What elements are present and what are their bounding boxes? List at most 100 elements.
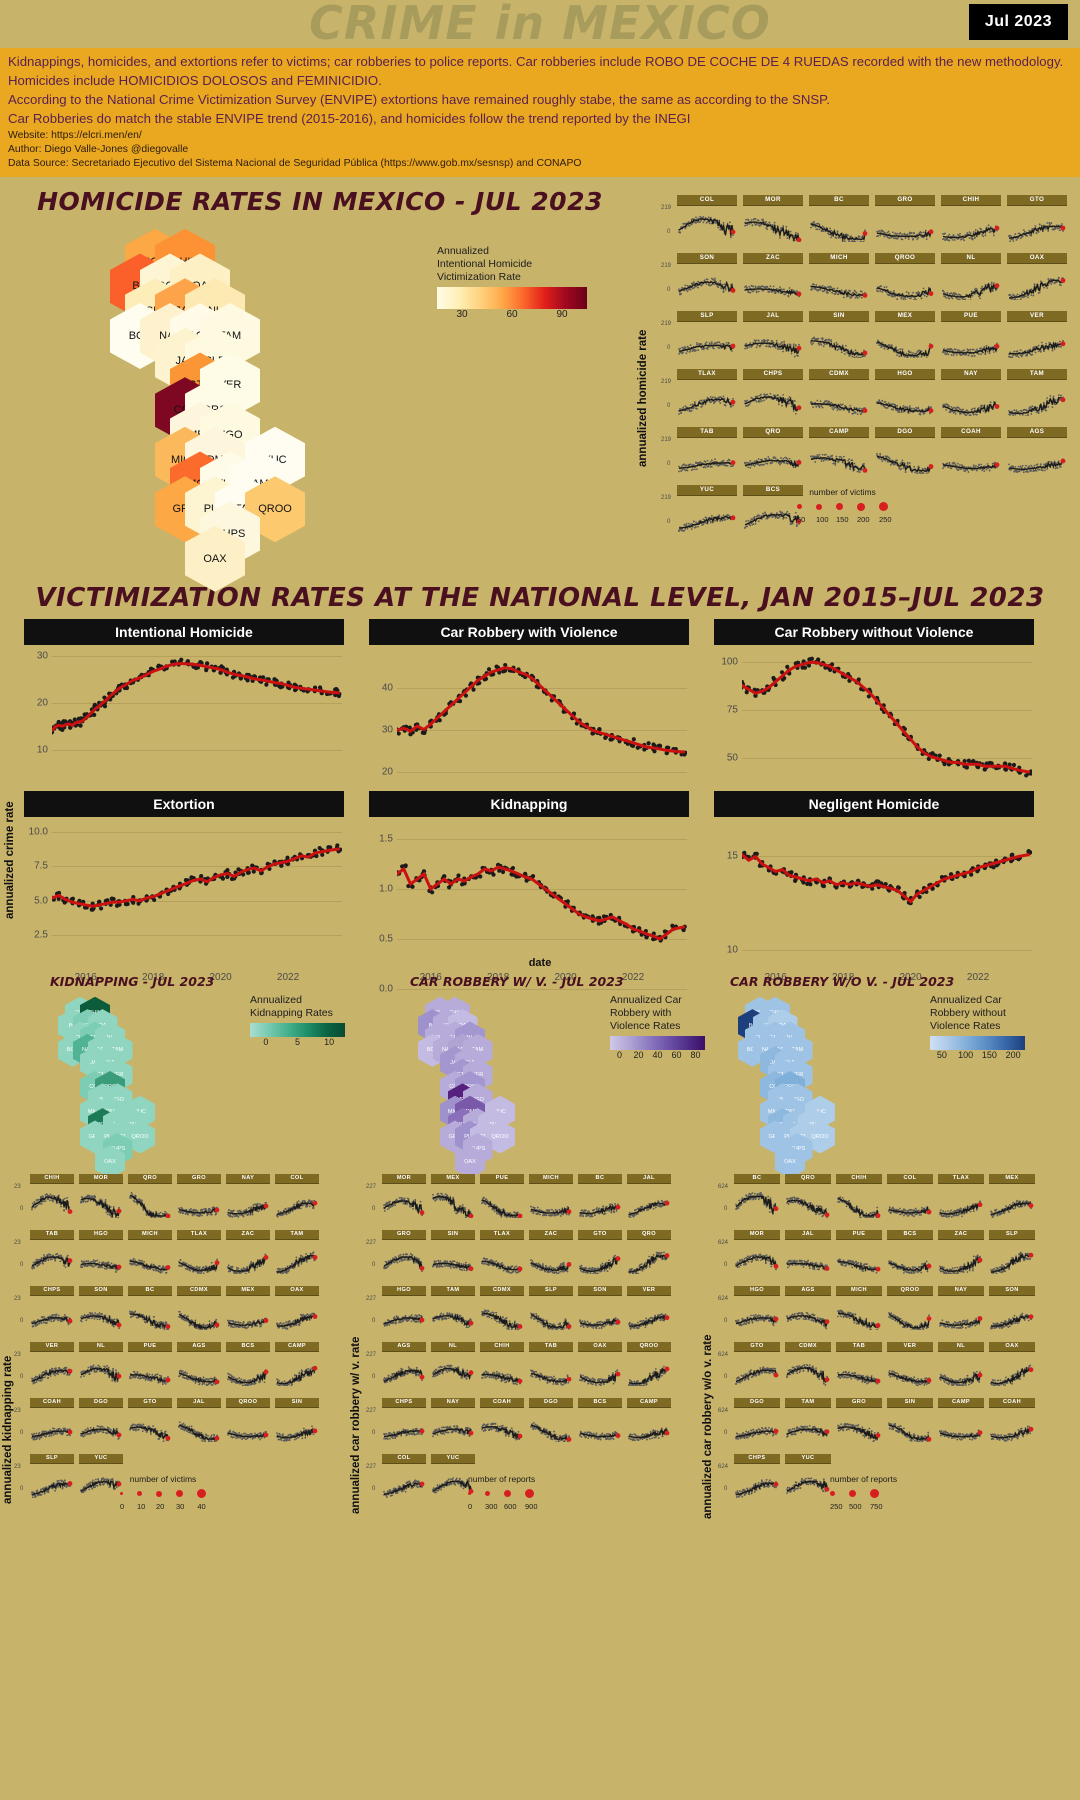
sm-panel-qroo[interactable]: QROO [875, 252, 935, 300]
sm-panel-col[interactable]: COL [887, 1173, 933, 1218]
sm-panel-col[interactable]: COL 219 0 [661, 194, 737, 242]
sm-panel-mex[interactable]: MEX [989, 1173, 1035, 1218]
sm-panel-jal[interactable]: JAL [627, 1173, 671, 1218]
sm-panel-chps[interactable]: CHPS 227 0 [366, 1397, 426, 1442]
sm-panel-camp[interactable]: CAMP [627, 1397, 671, 1442]
sm-panel-camp[interactable]: CAMP [938, 1397, 984, 1442]
sm-panel-pue[interactable]: PUE [836, 1229, 882, 1274]
sm-panel-bcs[interactable]: BCS [887, 1229, 933, 1274]
sm-panel-yuc[interactable]: YUC 219 0 [661, 484, 737, 532]
sm-panel-yuc[interactable]: YUC [79, 1453, 123, 1498]
sm-panel-qroo[interactable]: QROO [627, 1341, 671, 1386]
sm-panel-dgo[interactable]: DGO 624 0 [718, 1397, 780, 1442]
sm-panel-yuc[interactable]: YUC [431, 1453, 475, 1498]
sm-panel-jal[interactable]: JAL [743, 310, 803, 358]
sm-panel-cdmx[interactable]: CDMX [809, 368, 869, 416]
sm-panel-slp[interactable]: SLP [529, 1285, 573, 1330]
sm-panel-tlax[interactable]: TLAX [480, 1229, 524, 1274]
sm-panel-bcs[interactable]: BCS [743, 484, 803, 532]
sm-panel-qro[interactable]: QRO [743, 426, 803, 474]
sm-panel-dgo[interactable]: DGO [529, 1397, 573, 1442]
sm-panel-ags[interactable]: AGS [177, 1341, 221, 1386]
sm-panel-qro[interactable]: QRO [627, 1229, 671, 1274]
hex-oax[interactable]: OAX [455, 1145, 485, 1179]
sm-panel-cdmx[interactable]: CDMX [785, 1341, 831, 1386]
carrobnov-hexmap[interactable]: SONCHIHBCDGOCOAHSINZACNLBCSNAYAGSTAMJALS… [730, 996, 950, 1179]
hex-oax[interactable]: OAX [185, 525, 245, 592]
sm-panel-ags[interactable]: AGS [785, 1285, 831, 1330]
sm-panel-slp[interactable]: SLP [989, 1229, 1035, 1274]
sm-panel-qroo[interactable]: QROO [226, 1397, 270, 1442]
sm-panel-chps[interactable]: CHPS [743, 368, 803, 416]
sm-panel-gro[interactable]: GRO [836, 1397, 882, 1442]
sm-panel-nl[interactable]: NL [431, 1341, 475, 1386]
sm-panel-bc[interactable]: BC [809, 194, 869, 242]
sm-panel-sin[interactable]: SIN [887, 1397, 933, 1442]
sm-panel-gto[interactable]: GTO [578, 1229, 622, 1274]
sm-panel-chps[interactable]: CHPS 624 0 [718, 1453, 780, 1498]
sm-panel-tab[interactable]: TAB [836, 1341, 882, 1386]
hex-oax[interactable]: OAX [95, 1145, 125, 1179]
sm-panel-camp[interactable]: CAMP [275, 1341, 319, 1386]
sm-panel-gro[interactable]: GRO [177, 1173, 221, 1218]
sm-panel-camp[interactable]: CAMP [809, 426, 869, 474]
sm-panel-tab[interactable]: TAB [529, 1341, 573, 1386]
sm-panel-coah[interactable]: COAH [941, 426, 1001, 474]
sm-panel-gto[interactable]: GTO [1007, 194, 1067, 242]
sm-panel-nay[interactable]: NAY [938, 1285, 984, 1330]
sm-panel-ver[interactable]: VER 23 0 [14, 1341, 74, 1386]
sm-panel-coah[interactable]: COAH [989, 1397, 1035, 1442]
sm-panel-tlax[interactable]: TLAX 219 0 [661, 368, 737, 416]
sm-panel-tlax[interactable]: TLAX [938, 1173, 984, 1218]
sm-panel-oax[interactable]: OAX [1007, 252, 1067, 300]
sm-panel-coah[interactable]: COAH [480, 1397, 524, 1442]
sm-panel-mich[interactable]: MICH [128, 1229, 172, 1274]
sm-panel-hgo[interactable]: HGO 624 0 [718, 1285, 780, 1330]
sm-panel-chih[interactable]: CHIH [480, 1341, 524, 1386]
sm-panel-tab[interactable]: TAB 23 0 [14, 1229, 74, 1274]
sm-panel-slp[interactable]: SLP 23 0 [14, 1453, 74, 1498]
sm-panel-tab[interactable]: TAB 219 0 [661, 426, 737, 474]
sm-panel-nay[interactable]: NAY [431, 1397, 475, 1442]
sm-panel-mich[interactable]: MICH [529, 1173, 573, 1218]
sm-panel-sin[interactable]: SIN [809, 310, 869, 358]
sm-panel-oax[interactable]: OAX [989, 1341, 1035, 1386]
sm-panel-tam[interactable]: TAM [785, 1397, 831, 1442]
sm-panel-gto[interactable]: GTO [128, 1397, 172, 1442]
homicide-hexmap[interactable]: SONCHIHBCDGOCOAHSINZACNLBCSNAYAGSTAMJALS… [95, 228, 565, 592]
sm-panel-cdmx[interactable]: CDMX [177, 1285, 221, 1330]
sm-panel-gro[interactable]: GRO 227 0 [366, 1229, 426, 1274]
sm-panel-oax[interactable]: OAX [275, 1285, 319, 1330]
sm-panel-jal[interactable]: JAL [177, 1397, 221, 1442]
sm-panel-pue[interactable]: PUE [941, 310, 1001, 358]
sm-panel-pue[interactable]: PUE [128, 1341, 172, 1386]
kidnapping-hexmap[interactable]: SONCHIHBCDGOCOAHSINZACNLBCSNAYAGSTAMJALS… [50, 996, 270, 1179]
sm-panel-yuc[interactable]: YUC [785, 1453, 831, 1498]
sm-panel-mex[interactable]: MEX [875, 310, 935, 358]
sm-panel-hgo[interactable]: HGO 227 0 [366, 1285, 426, 1330]
sm-panel-hgo[interactable]: HGO [875, 368, 935, 416]
sm-panel-ver[interactable]: VER [1007, 310, 1067, 358]
sm-panel-ags[interactable]: AGS 227 0 [366, 1341, 426, 1386]
sm-panel-gro[interactable]: GRO [875, 194, 935, 242]
sm-panel-nl[interactable]: NL [938, 1341, 984, 1386]
sm-panel-zac[interactable]: ZAC [938, 1229, 984, 1274]
sm-panel-nl[interactable]: NL [941, 252, 1001, 300]
sm-panel-tlax[interactable]: TLAX [177, 1229, 221, 1274]
hex-oax[interactable]: OAX [775, 1145, 805, 1179]
sm-panel-col[interactable]: COL 227 0 [366, 1453, 426, 1498]
sm-panel-nl[interactable]: NL [79, 1341, 123, 1386]
sm-panel-bcs[interactable]: BCS [578, 1397, 622, 1442]
sm-panel-hgo[interactable]: HGO [79, 1229, 123, 1274]
sm-panel-chih[interactable]: CHIH [941, 194, 1001, 242]
sm-panel-dgo[interactable]: DGO [875, 426, 935, 474]
sm-panel-mex[interactable]: MEX [431, 1173, 475, 1218]
sm-panel-ver[interactable]: VER [627, 1285, 671, 1330]
sm-panel-mor[interactable]: MOR [79, 1173, 123, 1218]
sm-panel-son[interactable]: SON 219 0 [661, 252, 737, 300]
sm-panel-jal[interactable]: JAL [785, 1229, 831, 1274]
sm-panel-chih[interactable]: CHIH [836, 1173, 882, 1218]
sm-panel-mex[interactable]: MEX [226, 1285, 270, 1330]
sm-panel-tam[interactable]: TAM [275, 1229, 319, 1274]
sm-panel-gto[interactable]: GTO 624 0 [718, 1341, 780, 1386]
